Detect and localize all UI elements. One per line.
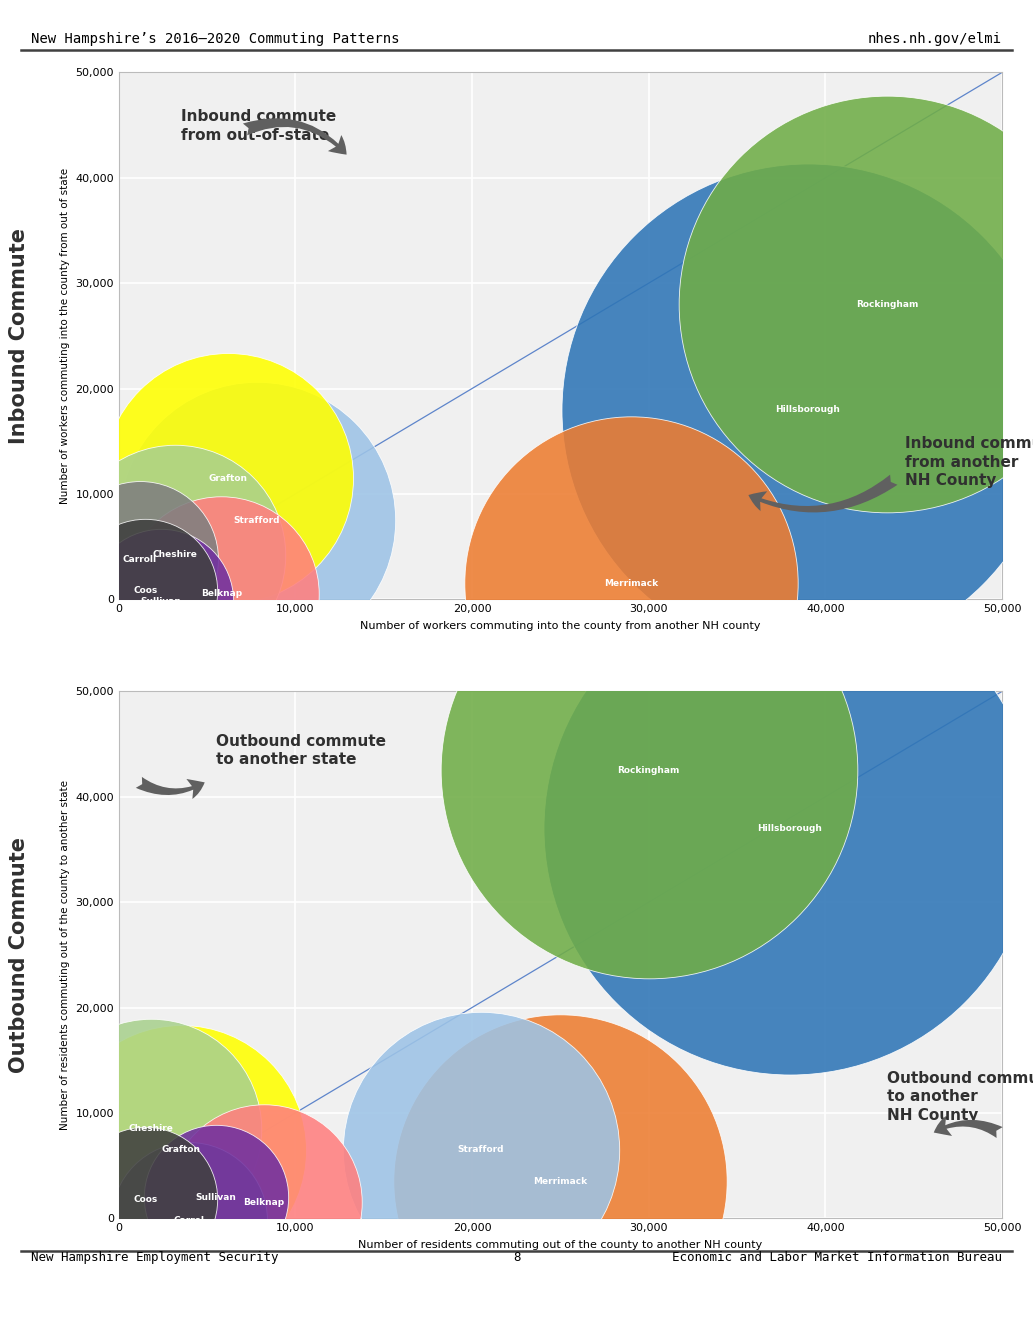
Text: Grafton: Grafton	[209, 474, 248, 482]
Text: Hillsborough: Hillsborough	[757, 824, 822, 832]
X-axis label: Number of residents commuting out of the county to another NH county: Number of residents commuting out of the…	[358, 1241, 762, 1250]
Text: Belknap: Belknap	[243, 1198, 284, 1206]
Text: Grafton: Grafton	[161, 1146, 200, 1154]
Text: Sullivan: Sullivan	[195, 1193, 237, 1201]
X-axis label: Number of workers commuting into the county from another NH county: Number of workers commuting into the cou…	[361, 622, 760, 631]
Text: Outbound commute
to another state: Outbound commute to another state	[216, 734, 386, 768]
Text: Rockingham: Rockingham	[856, 300, 918, 308]
Text: Merrimack: Merrimack	[604, 579, 658, 587]
Text: New Hampshire Employment Security: New Hampshire Employment Security	[31, 1251, 279, 1264]
Point	[137, 1189, 154, 1210]
Text: Economic and Labor Market Information Bureau: Economic and Labor Market Information Bu…	[672, 1251, 1002, 1264]
Text: Inbound commute
from another
NH County: Inbound commute from another NH County	[905, 436, 1033, 489]
Point	[173, 1139, 189, 1160]
Point	[208, 1187, 224, 1208]
Text: New Hampshire’s 2016–2020 Commuting Patterns: New Hampshire’s 2016–2020 Commuting Patt…	[31, 32, 400, 46]
Point	[143, 1118, 159, 1139]
Point	[220, 468, 237, 489]
Text: Merrimack: Merrimack	[533, 1177, 588, 1185]
Text: Carroll: Carroll	[123, 554, 157, 564]
Text: Rockingham: Rockingham	[618, 766, 680, 774]
Text: Belknap: Belknap	[200, 590, 242, 598]
Text: Coos: Coos	[133, 1195, 157, 1204]
Text: Outbound Commute: Outbound Commute	[8, 836, 29, 1073]
Point	[623, 573, 639, 594]
Point	[879, 294, 896, 315]
Text: 8: 8	[512, 1251, 521, 1264]
Text: Inbound Commute: Inbound Commute	[8, 228, 29, 444]
Text: Strafford: Strafford	[458, 1146, 504, 1154]
Text: Strafford: Strafford	[233, 516, 280, 524]
Y-axis label: Number of workers commuting into the county from out of state: Number of workers commuting into the cou…	[60, 167, 70, 504]
Text: Carrol: Carrol	[174, 1216, 205, 1225]
Point	[800, 399, 816, 420]
Text: Hillsborough: Hillsborough	[775, 406, 840, 414]
Y-axis label: Number of residents commuting out of the county to another state: Number of residents commuting out of the…	[60, 780, 70, 1130]
Point	[782, 818, 799, 839]
Point	[473, 1139, 490, 1160]
Text: nhes.nh.gov/elmi: nhes.nh.gov/elmi	[868, 32, 1002, 46]
Point	[213, 583, 229, 605]
Point	[640, 760, 657, 781]
Text: Cheshire: Cheshire	[153, 551, 197, 560]
Text: Cheshire: Cheshire	[128, 1125, 174, 1133]
Text: Inbound commute
from out-of-state: Inbound commute from out-of-state	[181, 109, 336, 144]
Point	[132, 549, 149, 570]
Text: Coos: Coos	[133, 586, 157, 595]
Point	[255, 1192, 272, 1213]
Point	[181, 1210, 197, 1231]
Point	[137, 581, 154, 602]
Text: Outbound commute
to another
NH County: Outbound commute to another NH County	[887, 1071, 1033, 1123]
Point	[167, 544, 184, 565]
Point	[248, 510, 264, 531]
Point	[553, 1171, 569, 1192]
Text: The size of the bubble represents the number of residents working within the cou: The size of the bubble represents the nu…	[192, 632, 929, 648]
Text: Sullivan: Sullivan	[140, 597, 182, 606]
Point	[153, 591, 169, 612]
